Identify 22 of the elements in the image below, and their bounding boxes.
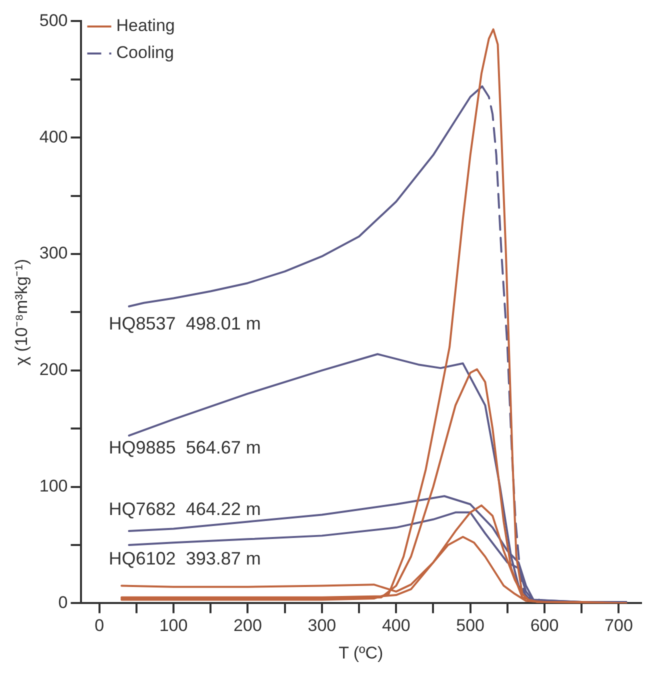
x-tick-label: 700 xyxy=(604,616,633,636)
y-axis-title: χ (10⁻⁸m³kg⁻¹) xyxy=(12,258,31,366)
y-tick-label: 400 xyxy=(39,127,68,146)
x-tick-label: 0 xyxy=(94,616,104,636)
y-tick-label: 500 xyxy=(39,10,68,30)
x-tick-label: 200 xyxy=(234,616,262,636)
x-tick-label: 600 xyxy=(530,616,559,636)
y-tick-label: 0 xyxy=(58,592,68,612)
annotation: HQ8537 498.01 m xyxy=(108,313,261,334)
x-tick-label: 100 xyxy=(159,616,188,636)
x-tick-label: 400 xyxy=(382,616,410,636)
legend-label: Heating xyxy=(116,16,175,36)
y-tick-label: 100 xyxy=(39,476,68,496)
x-tick-label: 500 xyxy=(456,616,485,636)
y-tick-label: 200 xyxy=(39,360,68,380)
annotation: HQ6102 393.87 m xyxy=(108,548,261,569)
annotation: HQ7682 464.22 m xyxy=(108,499,261,520)
y-tick-label: 300 xyxy=(39,244,68,263)
x-tick-label: 300 xyxy=(308,616,336,636)
annotation: HQ9885 564.67 m xyxy=(108,437,261,458)
legend-label: Cooling xyxy=(116,43,174,62)
x-axis-title: T (ºC) xyxy=(338,643,384,662)
